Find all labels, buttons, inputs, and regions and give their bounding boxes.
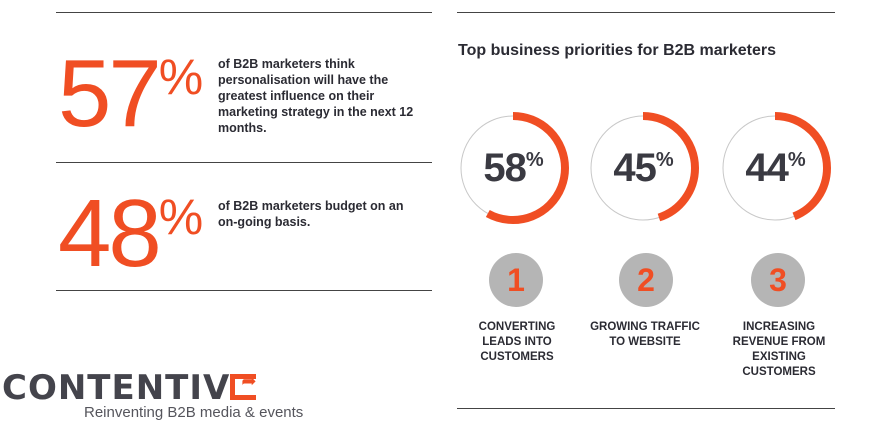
stat-48-value: 48% xyxy=(58,180,204,287)
logo-arrow-icon xyxy=(230,371,257,400)
priority-label: INCREASING REVENUE FROM EXISTING CUSTOME… xyxy=(732,321,826,378)
gauge-2: 45% xyxy=(585,110,701,226)
stat-57-text: of B2B marketers think personalisation w… xyxy=(218,57,414,135)
stat-57-value: 57% xyxy=(58,40,204,147)
priorities-title: Top business priorities for B2B marketer… xyxy=(458,42,777,59)
gauge-arc xyxy=(719,112,831,224)
rank-badge: 1 xyxy=(489,253,543,307)
logo-tagline: Reinventing B2B media & events xyxy=(84,404,304,421)
priority-label: CONVERTING LEADS INTO CUSTOMERS xyxy=(478,321,556,363)
gauge-arc xyxy=(587,112,699,224)
divider xyxy=(56,162,432,163)
rank-badge: 2 xyxy=(619,253,673,307)
stat-48-text: of B2B marketers budget on an on-going b… xyxy=(218,199,404,229)
divider xyxy=(56,12,432,13)
gauge-arc xyxy=(457,112,569,224)
divider xyxy=(457,408,835,409)
gauge-value: 44% xyxy=(745,145,805,190)
divider xyxy=(457,12,835,13)
gauge-value: 45% xyxy=(613,145,673,190)
contentive-logo: CONTENTIV xyxy=(2,368,257,408)
gauge-ring xyxy=(457,112,569,224)
gauge-3: 44% xyxy=(717,110,833,226)
rank-badge: 3 xyxy=(751,253,805,307)
gauge-ring xyxy=(719,112,831,224)
gauge-ring xyxy=(587,112,699,224)
gauge-value: 58% xyxy=(483,145,543,190)
divider xyxy=(56,290,432,291)
priority-label: GROWING TRAFFIC TO WEBSITE xyxy=(590,321,700,348)
gauge-1: 58% xyxy=(455,110,571,226)
